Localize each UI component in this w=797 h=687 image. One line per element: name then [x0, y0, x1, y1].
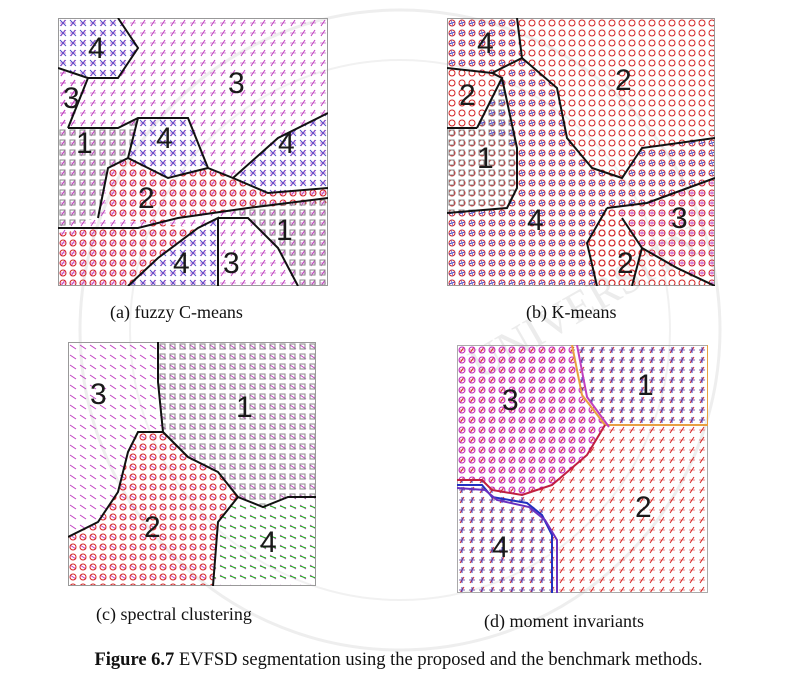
panel-caption-a: (a) fuzzy C-means — [110, 302, 243, 322]
region-label: 3 — [671, 202, 688, 235]
region-label: 4 — [173, 247, 190, 280]
region-label: 3 — [502, 384, 519, 417]
region-label: 2 — [138, 182, 155, 215]
region-label: 2 — [635, 491, 652, 524]
region-label: 4 — [527, 204, 544, 237]
region-label: 4 — [477, 27, 494, 60]
panel-caption-d: (d) moment invariants — [484, 611, 644, 631]
region-label: 4 — [88, 32, 105, 65]
figure-caption-label: Figure 6.7 — [94, 650, 175, 670]
panel-moment-invariants: 3 1 2 4 — [457, 345, 708, 593]
segmentation-map-d: 3 1 2 4 — [457, 345, 708, 593]
region-label: 2 — [617, 247, 634, 280]
figure-caption: Figure 6.7 EVFSD segmentation using the … — [0, 650, 797, 671]
region-label: 2 — [144, 511, 161, 544]
region-label: 2 — [459, 79, 476, 112]
region-label: 1 — [76, 127, 93, 160]
region-label: 4 — [156, 122, 173, 155]
region-label: 4 — [492, 531, 509, 564]
region-label: 4 — [278, 127, 295, 160]
panel-spectral-clustering: 3 1 2 4 — [68, 342, 316, 586]
region-label: 3 — [223, 247, 240, 280]
panel-fuzzy-c-means: 4 3 3 1 4 4 2 1 4 3 — [58, 18, 328, 286]
region-label: 1 — [637, 369, 654, 402]
region-label: 1 — [276, 214, 293, 247]
figure-caption-text: EVFSD segmentation using the proposed an… — [174, 650, 703, 670]
segmentation-map-b: 4 2 2 1 4 3 2 — [447, 18, 715, 286]
region-label: 3 — [63, 82, 80, 115]
panel-k-means: 4 2 2 1 4 3 2 — [447, 18, 715, 286]
region-label: 2 — [615, 64, 632, 97]
region-label: 1 — [477, 142, 494, 175]
panel-caption-b: (b) K-means — [526, 302, 617, 322]
panel-caption-c: (c) spectral clustering — [96, 604, 252, 624]
region-label: 3 — [90, 378, 107, 411]
region-label: 1 — [236, 391, 253, 424]
region-label: 3 — [228, 67, 245, 100]
region-label: 4 — [260, 526, 277, 559]
segmentation-map-c: 3 1 2 4 — [68, 342, 316, 586]
segmentation-map-a: 4 3 3 1 4 4 2 1 4 3 — [58, 18, 328, 286]
